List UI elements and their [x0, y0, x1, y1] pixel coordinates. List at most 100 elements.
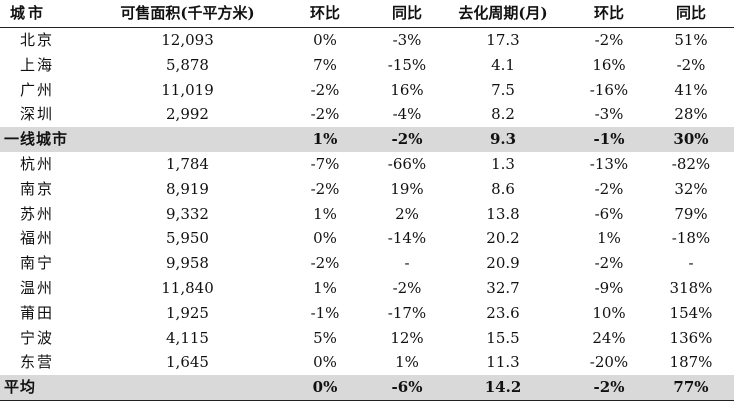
cell-city: 东营 — [20, 353, 55, 372]
header-stock-yoy: 同比 — [391, 4, 422, 22]
cell-stock: 2,992 — [166, 105, 209, 124]
table-row: 福州 5,950 0% -14% 20.2 1% -18% — [0, 226, 734, 251]
cell-city: 平均 — [4, 378, 37, 397]
cell-city: 北京 — [20, 31, 55, 49]
cell-cycle-mom: -9% — [594, 279, 624, 297]
cell-cycle: 7.5 — [491, 80, 515, 99]
cell-stock: 8,919 — [166, 179, 209, 198]
table-row: 上海 5,878 7% -15% 4.1 16% -2% — [0, 53, 734, 78]
cell-stock-yoy: -2% — [392, 279, 422, 297]
cell-cycle-mom: 1% — [597, 229, 621, 248]
cell-city: 温州 — [20, 279, 55, 297]
cell-cycle-yoy: 187% — [669, 353, 713, 372]
table-row: 莆田 1,925 -1% -17% 23.6 10% 154% — [0, 301, 734, 326]
cell-cycle-mom: 24% — [592, 328, 626, 347]
cell-stock-mom: -7% — [310, 155, 340, 173]
cell-stock-mom: 1% — [312, 130, 338, 149]
cell-stock: 5,878 — [166, 55, 209, 74]
cell-city: 南京 — [20, 179, 55, 198]
header-cycle: 去化周期(月) — [458, 4, 548, 22]
cell-stock: 4,115 — [166, 328, 209, 347]
cell-stock-yoy: -66% — [387, 155, 427, 173]
table-row: 宁波 4,115 5% 12% 15.5 24% 136% — [0, 326, 734, 351]
cell-stock-yoy: - — [404, 254, 410, 273]
table-row: 北京 12,093 0% -3% 17.3 -2% 51% — [0, 28, 734, 53]
table-row: 南京 8,919 -2% 19% 8.6 -2% 32% — [0, 177, 734, 202]
cell-stock-yoy: -14% — [387, 229, 427, 248]
cell-stock: 1,925 — [166, 303, 209, 322]
cell-stock: 11,840 — [161, 279, 214, 297]
cell-stock-mom: 7% — [313, 55, 337, 74]
cell-cycle: 13.8 — [486, 204, 520, 223]
cell-cycle-mom: -2% — [594, 179, 624, 198]
table-row: 杭州 1,784 -7% -66% 1.3 -13% -82% — [0, 152, 734, 177]
cell-cycle-yoy: 77% — [673, 378, 709, 397]
table-row: 苏州 9,332 1% 2% 13.8 -6% 79% — [0, 202, 734, 227]
cell-cycle: 11.3 — [486, 353, 520, 372]
cell-stock-mom: -2% — [310, 105, 340, 124]
cell-city: 福州 — [20, 229, 55, 248]
cell-stock: 9,332 — [166, 204, 209, 223]
cell-cycle-yoy: -82% — [671, 155, 711, 173]
cell-stock-mom: -2% — [310, 179, 340, 198]
cell-cycle-mom: 16% — [592, 55, 626, 74]
cell-cycle-yoy: 318% — [669, 279, 713, 297]
cell-cycle-mom: -2% — [594, 254, 624, 273]
cell-cycle: 17.3 — [486, 31, 520, 49]
cell-city: 广州 — [20, 80, 55, 99]
cell-stock: 9,958 — [166, 254, 209, 273]
cell-cycle-yoy: - — [688, 254, 694, 273]
header-stock-mom: 环比 — [309, 4, 340, 22]
cell-cycle-mom: -3% — [594, 105, 624, 124]
cell-cycle: 8.6 — [491, 179, 515, 198]
table-row: 温州 11,840 1% -2% 32.7 -9% 318% — [0, 276, 734, 301]
cell-cycle-mom: -2% — [593, 378, 625, 397]
cell-cycle-mom: -1% — [593, 130, 625, 149]
cell-cycle-yoy: -18% — [671, 229, 711, 248]
cell-stock-yoy: -6% — [391, 378, 423, 397]
cell-cycle-yoy: 136% — [669, 328, 713, 347]
cell-stock-mom: -2% — [310, 254, 340, 273]
header-stock: 可售面积(千平方米) — [120, 4, 255, 22]
cell-stock-yoy: 2% — [395, 204, 419, 223]
cell-city: 上海 — [20, 55, 55, 74]
table-row: 广州 11,019 -2% 16% 7.5 -16% 41% — [0, 78, 734, 103]
cell-stock-yoy: -17% — [387, 303, 427, 322]
table-row: 南宁 9,958 -2% - 20.9 -2% - — [0, 251, 734, 276]
cell-cycle-yoy: 51% — [674, 31, 708, 49]
cell-cycle-mom: -6% — [594, 204, 624, 223]
cell-cycle: 9.3 — [489, 130, 517, 149]
header-cycle-yoy: 同比 — [675, 4, 706, 22]
cell-cycle-yoy: 28% — [674, 105, 708, 124]
cell-cycle-yoy: 79% — [674, 204, 708, 223]
cell-cycle-mom: -16% — [589, 80, 629, 99]
cell-stock-mom: 1% — [313, 279, 337, 297]
cell-cycle: 32.7 — [486, 279, 520, 297]
cell-stock-yoy: -3% — [392, 31, 422, 49]
cell-cycle-mom: -13% — [589, 155, 629, 173]
cell-cycle-mom: 10% — [592, 303, 626, 322]
cell-cycle: 20.2 — [486, 229, 520, 248]
cell-stock-mom: 0% — [313, 353, 337, 372]
cell-stock: 1,645 — [166, 353, 209, 372]
cell-city: 苏州 — [20, 204, 55, 223]
header-city: 城市 — [10, 4, 47, 22]
cell-stock-mom: 1% — [313, 204, 337, 223]
cell-cycle-yoy: -2% — [676, 55, 706, 74]
cell-city: 一线城市 — [4, 130, 69, 149]
cell-cycle: 14.2 — [484, 378, 522, 397]
cell-cycle: 8.2 — [491, 105, 515, 124]
cell-city: 宁波 — [20, 328, 55, 347]
cell-cycle: 23.6 — [486, 303, 520, 322]
cell-cycle-yoy: 41% — [674, 80, 708, 99]
cell-stock-yoy: -2% — [391, 130, 423, 149]
header-cycle-mom: 环比 — [593, 4, 624, 22]
cell-stock-mom: 5% — [313, 328, 337, 347]
cell-cycle-mom: -20% — [589, 353, 629, 372]
cell-cycle-yoy: 32% — [674, 179, 708, 198]
cell-stock-mom: 0% — [312, 378, 338, 397]
cell-stock: 12,093 — [161, 31, 214, 49]
cell-cycle: 1.3 — [491, 155, 515, 173]
cell-cycle: 15.5 — [486, 328, 520, 347]
